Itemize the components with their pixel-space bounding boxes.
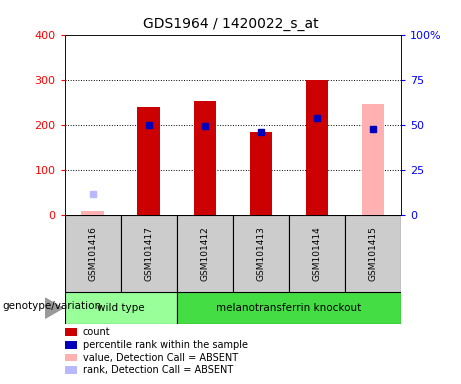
Bar [250,132,272,215]
Text: GSM101415: GSM101415 [368,226,378,281]
Bar [345,215,401,292]
Text: genotype/variation: genotype/variation [2,301,101,311]
Text: GSM101417: GSM101417 [144,226,153,281]
Bar [137,107,160,215]
Bar [194,101,216,215]
Bar [177,292,401,324]
Text: GSM101412: GSM101412 [200,226,209,281]
Bar [306,80,328,215]
Bar [289,215,345,292]
Bar [233,215,289,292]
Polygon shape [45,298,63,318]
Bar [177,215,233,292]
Bar [65,292,177,324]
Bar [121,215,177,292]
Text: GSM101416: GSM101416 [88,226,97,281]
Text: GDS1964 / 1420022_s_at: GDS1964 / 1420022_s_at [143,17,318,31]
Text: count: count [83,327,111,337]
Text: rank, Detection Call = ABSENT: rank, Detection Call = ABSENT [83,365,233,375]
Bar [362,104,384,215]
Text: wild type: wild type [97,303,144,313]
Text: GSM101414: GSM101414 [313,226,321,281]
Bar [65,215,121,292]
Bar [82,210,104,215]
Text: GSM101413: GSM101413 [256,226,266,281]
Text: melanotransferrin knockout: melanotransferrin knockout [216,303,361,313]
Text: percentile rank within the sample: percentile rank within the sample [83,340,248,350]
Text: value, Detection Call = ABSENT: value, Detection Call = ABSENT [83,353,238,362]
